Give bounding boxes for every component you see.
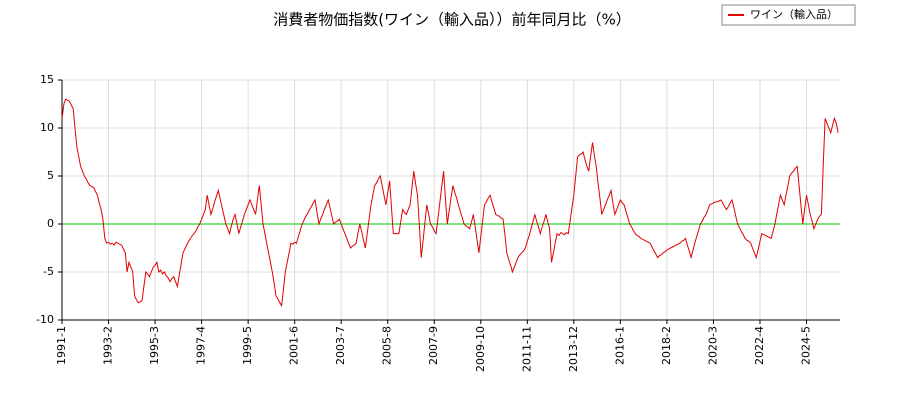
x-tick-label: 2024-5 <box>799 326 812 365</box>
y-tick-label: 15 <box>40 73 54 86</box>
x-tick-label: 2003-7 <box>334 326 347 365</box>
x-tick-label: 2018-2 <box>660 326 673 365</box>
y-tick-label: 10 <box>40 121 54 134</box>
x-tick-label: 1991-1 <box>55 326 68 365</box>
x-tick-label: 1997-4 <box>195 326 208 365</box>
y-tick-label: 5 <box>47 169 54 182</box>
y-tick-label: -5 <box>43 265 54 278</box>
x-tick-label: 2005-8 <box>381 326 394 365</box>
y-tick-label: 0 <box>47 217 54 230</box>
x-tick-label: 2007-9 <box>427 326 440 365</box>
legend-label: ワイン（輸入品） <box>750 7 838 21</box>
x-tick-label: 2009-10 <box>474 326 487 372</box>
legend: ワイン（輸入品） <box>721 4 856 26</box>
x-tick-label: 1999-5 <box>241 326 254 365</box>
data-line <box>61 98 839 308</box>
legend-box <box>721 4 856 26</box>
x-tick-label: 2013-12 <box>567 326 580 372</box>
x-tick-label: 1993-2 <box>102 326 115 365</box>
x-tick-label: 2016-1 <box>613 326 626 365</box>
chart-title: 消費者物価指数(ワイン（輸入品））前年同月比（%） <box>273 11 631 29</box>
x-tick-label: 1995-3 <box>148 326 161 365</box>
x-tick-label: 2011-11 <box>520 326 533 372</box>
y-tick-label: -10 <box>36 313 54 326</box>
x-tick-label: 2001-6 <box>288 326 301 365</box>
x-tick-label: 2020-3 <box>706 326 719 365</box>
x-tick-label: 2022-4 <box>753 326 766 365</box>
